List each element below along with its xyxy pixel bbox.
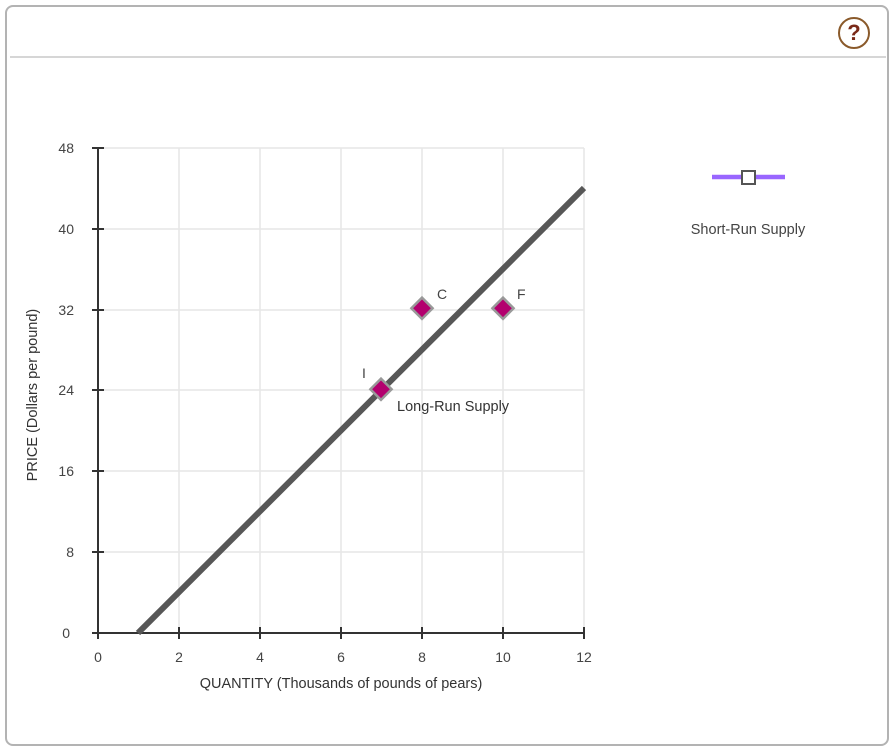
help-icon[interactable]: ?: [838, 17, 870, 49]
point-i-label: I: [362, 365, 366, 381]
graph-panel: [5, 5, 889, 746]
legend-short-run-supply[interactable]: Short-Run Supply: [691, 170, 806, 238]
svg-text:6: 6: [337, 649, 345, 665]
svg-text:4: 4: [256, 649, 264, 665]
long-run-supply-label: Long-Run Supply: [397, 399, 510, 415]
long-run-supply-line[interactable]: [135, 185, 587, 636]
y-axis-title: PRICE (Dollars per pound): [25, 309, 41, 481]
point-f-label: F: [517, 286, 526, 302]
svg-text:24: 24: [58, 382, 74, 398]
axes: [92, 147, 585, 639]
point-c-label: C: [437, 286, 447, 302]
point-i[interactable]: I: [362, 365, 394, 402]
svg-text:16: 16: [58, 463, 74, 479]
x-tick-labels: 0 2 4 6 8 10 12: [94, 649, 592, 665]
legend-label: Short-Run Supply: [691, 222, 806, 238]
svg-text:10: 10: [495, 649, 511, 665]
svg-text:0: 0: [94, 649, 102, 665]
point-c[interactable]: C: [409, 286, 447, 321]
point-f[interactable]: F: [490, 286, 526, 321]
square-marker-icon: [741, 170, 756, 185]
gridlines: [98, 147, 585, 633]
svg-text:0: 0: [62, 625, 70, 641]
svg-text:40: 40: [58, 221, 74, 237]
svg-text:2: 2: [175, 649, 183, 665]
svg-text:32: 32: [58, 302, 74, 318]
y-tick-labels: 48 40 32 24 16 8 0: [58, 140, 74, 641]
svg-text:8: 8: [418, 649, 426, 665]
x-axis-title: QUANTITY (Thousands of pounds of pears): [200, 676, 483, 692]
header-divider: [10, 56, 886, 58]
svg-text:48: 48: [58, 140, 74, 156]
svg-text:8: 8: [66, 544, 74, 560]
svg-text:12: 12: [576, 649, 592, 665]
